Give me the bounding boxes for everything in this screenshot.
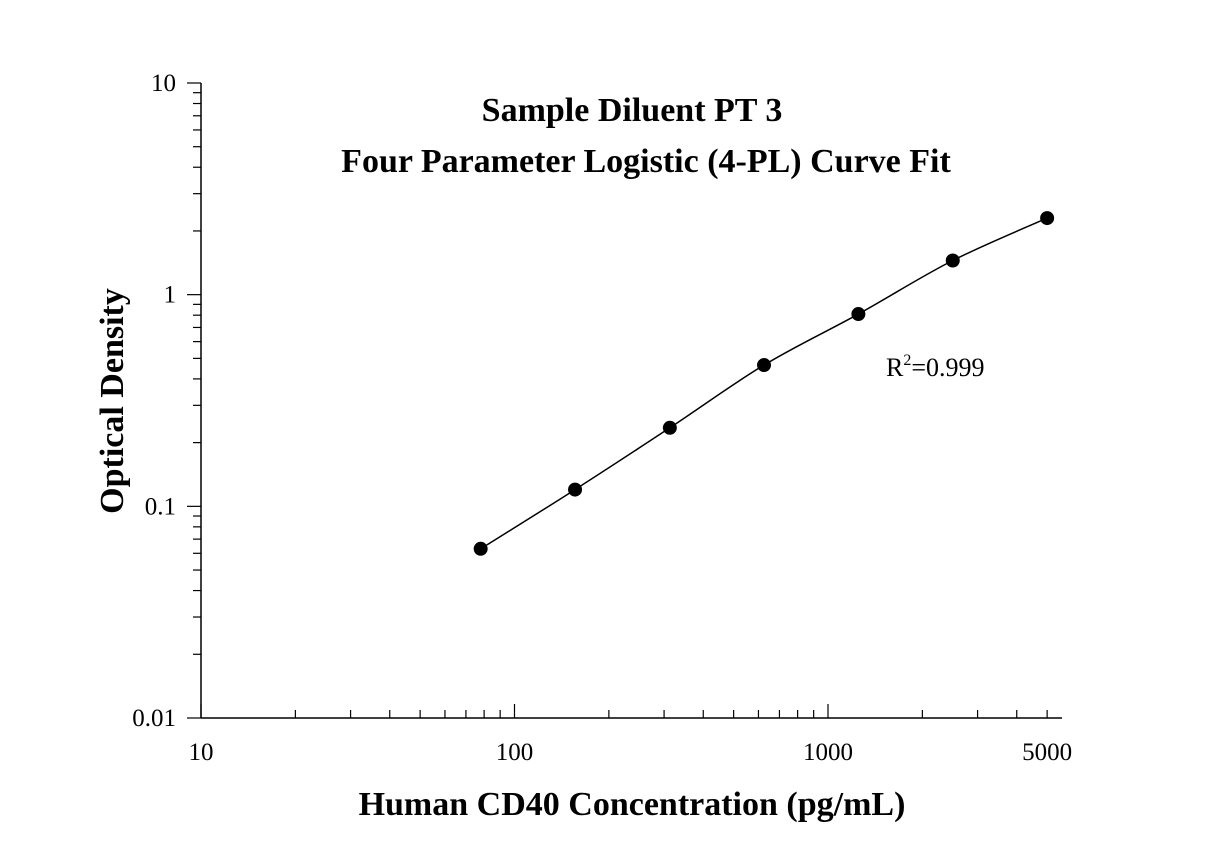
data-point	[473, 541, 488, 556]
chart-title-line-2: Four Parameter Logistic (4-PL) Curve Fit	[341, 143, 951, 180]
r-squared-prefix: R	[886, 353, 904, 382]
data-point	[568, 482, 583, 497]
data-point	[662, 420, 677, 435]
y-tick-label: 1	[164, 282, 177, 309]
y-axis-title: Optical Density	[94, 288, 131, 514]
x-tick-label: 10	[189, 739, 214, 766]
y-tick-label: 0.1	[145, 493, 176, 520]
x-tick-label: 1000	[803, 739, 853, 766]
y-axis-ticks: 0.01 0.1 1 10	[132, 70, 201, 732]
x-tick-label: 5000	[1022, 739, 1072, 766]
x-axis-title: Human CD40 Concentration (pg/mL)	[359, 786, 906, 823]
chart-title-line-1: Sample Diluent PT 3	[482, 92, 783, 129]
data-point	[1040, 211, 1055, 226]
fit-curve-line	[480, 217, 1048, 550]
r-squared-value: =0.999	[911, 353, 984, 382]
x-tick-label: 100	[496, 739, 534, 766]
r-squared-annotation: R2=0.999	[886, 352, 985, 382]
y-tick-label: 10	[151, 70, 176, 97]
axes: 10 100 1000 5000 0.01 0.1 1 10	[132, 70, 1072, 766]
data-points	[473, 211, 1055, 556]
data-point	[851, 307, 866, 322]
y-tick-label: 0.01	[132, 705, 176, 732]
x-axis-ticks: 10 100 1000 5000	[189, 704, 1072, 766]
r-squared-superscript: 2	[903, 352, 911, 369]
data-point	[757, 358, 772, 373]
data-point	[945, 253, 960, 268]
